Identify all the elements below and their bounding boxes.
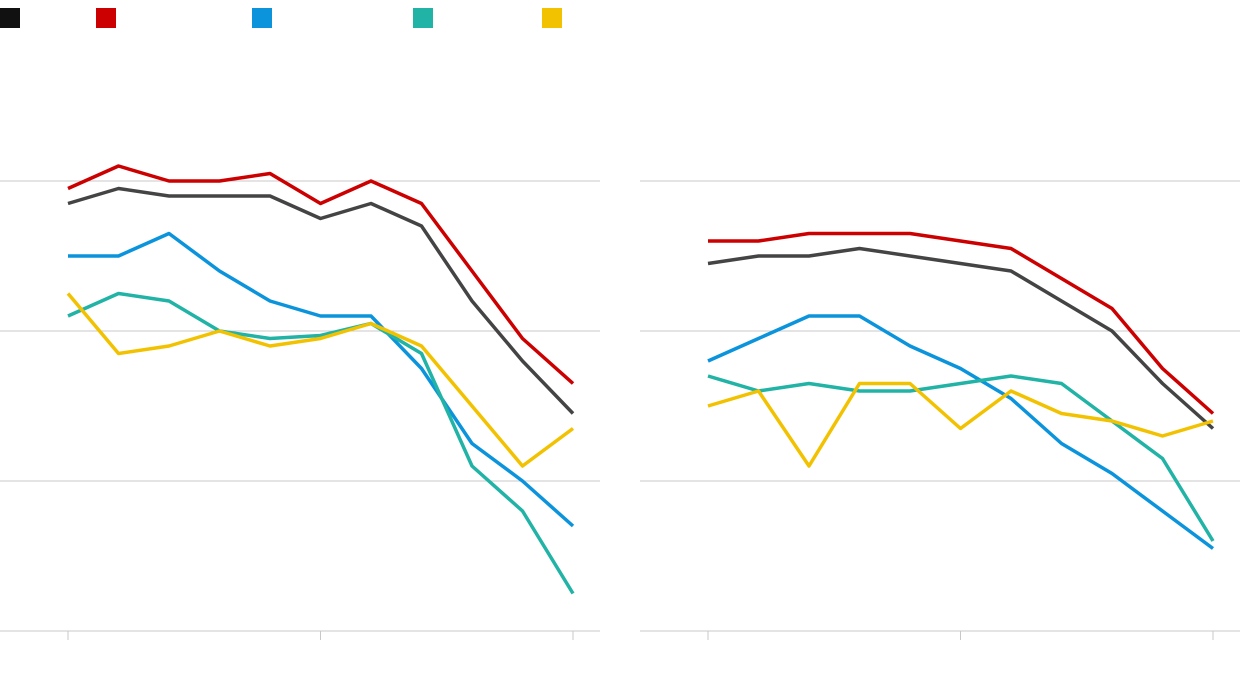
- legend-swatch-1: [0, 8, 20, 28]
- legend: [0, 8, 1240, 28]
- legend-swatch-3: [252, 8, 272, 28]
- left-chart-panel: [0, 164, 600, 640]
- legend-swatch-2: [96, 8, 116, 28]
- legend-swatch-4: [413, 8, 433, 28]
- right-chart-panel: [640, 180, 1240, 640]
- series-line-3: [707, 314, 1215, 550]
- series-line-5: [707, 381, 1214, 468]
- series-line-1: [67, 186, 575, 415]
- series-line-4: [67, 291, 575, 595]
- series-line-5: [66, 292, 575, 468]
- series-line-2: [708, 231, 1215, 415]
- series-line-2: [67, 164, 575, 385]
- series-line-3: [68, 231, 575, 528]
- series-line-1: [707, 246, 1215, 430]
- legend-swatch-5: [542, 8, 562, 28]
- series-line-4: [707, 374, 1215, 542]
